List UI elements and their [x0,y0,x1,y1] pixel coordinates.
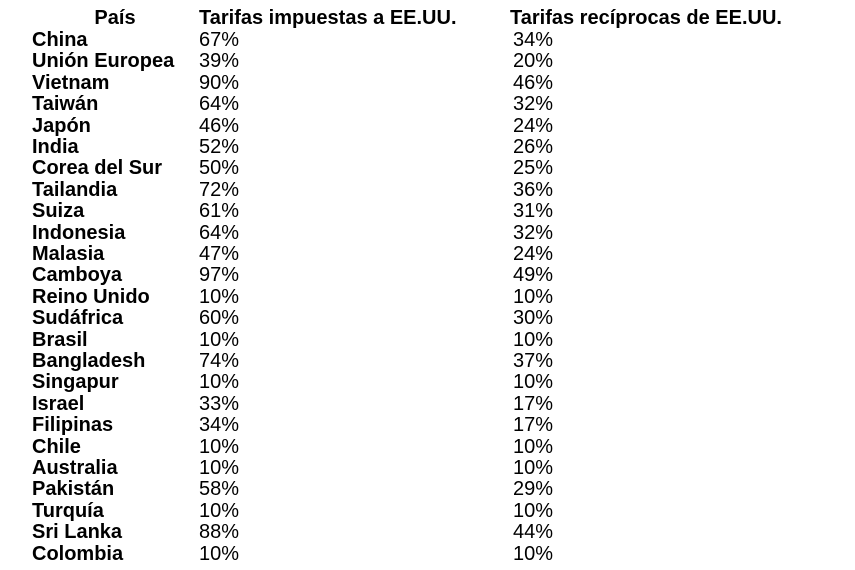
header-cell: País [94,7,136,29]
tariff-cell: 32% [513,93,554,116]
tariff-cell: 33% [199,392,240,415]
country-cell: Bangladesh [32,350,146,372]
tariff-cell: 17% [513,392,554,415]
tariff-cell: 64% [199,93,240,116]
tariff-cell: 74% [199,350,240,372]
tariff-cell: 61% [199,200,240,223]
tariff-cell: 58% [199,478,240,501]
tariff-cell: 32% [513,221,554,244]
country-cell: Australia [32,457,118,479]
tariff-cell: 10% [199,542,240,565]
country-cell: Sri Lanka [32,521,123,544]
tariff-cell: 60% [199,307,240,330]
tariff-cell: 29% [513,478,554,501]
country-cell: Brasil [32,328,88,351]
tariff-cell: 10% [199,371,240,394]
tariff-cell: 10% [199,457,240,479]
header-cell: Tarifas impuestas a EE.UU. [199,7,457,29]
tariff-cell: 46% [199,114,240,137]
country-cell: Turquía [32,499,104,522]
tariff-cell: 24% [513,243,554,265]
tariff-cell: 37% [513,350,554,372]
country-cell: Corea del Sur [32,157,163,180]
country-cell: Indonesia [32,221,126,244]
country-cell: Chile [32,435,81,458]
tariff-cell: 36% [513,178,554,201]
tariff-cell: 64% [199,221,240,244]
country-cell: India [32,136,79,158]
country-cell: Colombia [32,542,124,565]
country-cell: Israel [32,392,85,415]
tariff-cell: 10% [199,435,240,458]
tariff-cell: 10% [199,328,240,351]
country-cell: Filipinas [32,414,114,437]
tariff-cell: 10% [513,457,554,479]
tariff-cell: 26% [513,136,554,158]
tariff-cell: 20% [513,50,554,73]
tariff-cell: 10% [513,499,554,522]
header-cell: Tarifas recíprocas de EE.UU. [510,7,782,29]
tariff-cell: 49% [513,264,554,287]
tariff-cell: 25% [513,157,554,180]
country-cell: Tailandia [32,178,118,201]
country-cell: Taiwán [32,93,99,116]
country-cell: Sudáfrica [32,307,124,330]
tariff-cell: 10% [513,371,554,394]
tariff-cell: 72% [199,178,240,201]
tariff-cell: 24% [513,114,554,137]
tariff-cell: 10% [513,435,554,458]
country-cell: Singapur [32,371,119,394]
tariff-cell: 97% [199,264,240,287]
tariff-cell: 67% [199,29,240,51]
tariff-cell: 50% [199,157,240,180]
tariff-cell: 88% [199,521,240,544]
tariff-cell: 10% [513,542,554,565]
tariff-cell: 31% [513,200,554,223]
country-cell: Suiza [32,200,85,223]
tariff-cell: 10% [199,285,240,308]
tariff-cell: 44% [513,521,554,544]
country-cell: Japón [32,114,91,137]
tariff-cell: 90% [199,71,240,94]
tariff-cell: 30% [513,307,554,330]
country-cell: Unión Europea [32,50,175,73]
country-cell: Reino Unido [32,285,150,308]
country-cell: Vietnam [32,71,110,94]
tariff-cell: 46% [513,71,554,94]
tariff-cell: 52% [199,136,240,158]
tariff-cell: 47% [199,243,240,265]
tariff-cell: 39% [199,50,240,73]
tariff-cell: 34% [199,414,240,437]
tariff-cell: 10% [513,328,554,351]
country-cell: Camboya [32,264,123,287]
tariff-cell: 34% [513,29,554,51]
tariff-cell: 17% [513,414,554,437]
tariff-cell: 10% [513,285,554,308]
tariff-cell: 10% [199,499,240,522]
country-cell: Malasia [32,243,105,265]
country-cell: Pakistán [32,478,115,501]
country-cell: China [32,29,88,51]
